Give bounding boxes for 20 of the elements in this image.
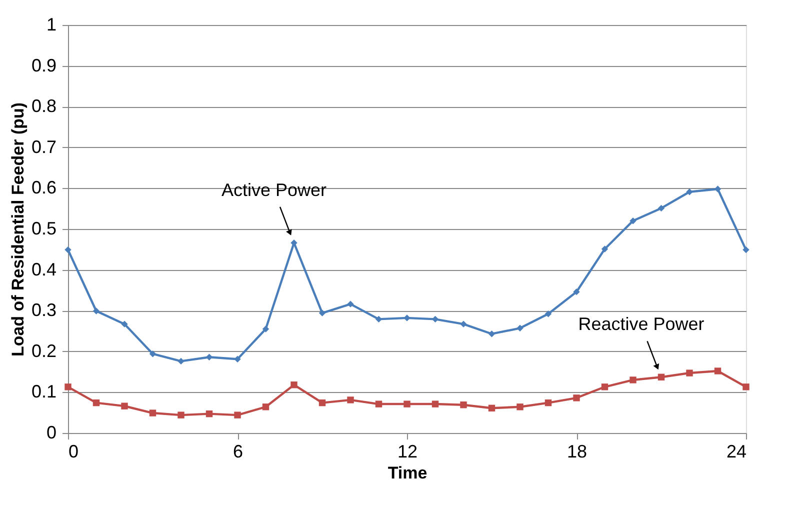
y-tick-label: 0.5 <box>31 218 56 238</box>
y-tick-label: 0 <box>46 422 56 442</box>
x-tick-label: 0 <box>68 442 79 462</box>
y-tick-label: 0.8 <box>31 96 56 116</box>
y-tick-label: 0.9 <box>31 55 56 76</box>
y-tick-label: 0.7 <box>31 136 56 157</box>
x-tick-label: 24 <box>726 442 746 462</box>
x-tick-label: 18 <box>566 442 588 462</box>
x-axis-title: Time <box>388 464 428 482</box>
x-tick-label: 12 <box>397 442 418 462</box>
annotation: Active Power <box>221 180 327 200</box>
y-axis-title: Load of Residential Feeder (pu) <box>8 102 28 357</box>
y-tick-label: 0.4 <box>31 259 56 280</box>
x-tick-label: 6 <box>232 442 244 462</box>
y-tick-label: 0.1 <box>31 382 56 402</box>
y-tick-label: 1 <box>46 14 56 34</box>
y-tick-label: 0.3 <box>31 300 56 320</box>
y-tick-label: 0.2 <box>31 340 56 361</box>
y-tick-label: 0.6 <box>31 178 56 198</box>
annotation: Reactive Power <box>578 314 704 334</box>
